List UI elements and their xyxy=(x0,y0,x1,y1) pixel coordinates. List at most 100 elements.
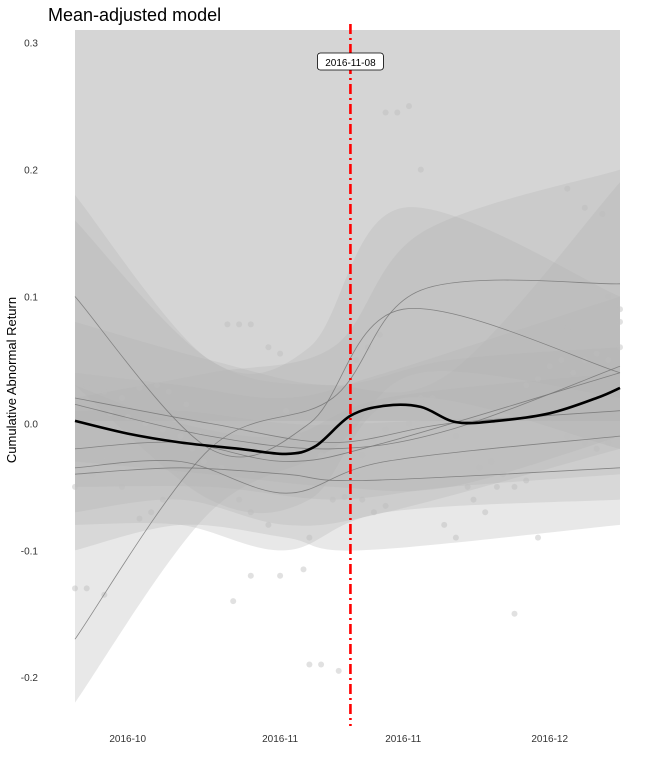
data-point-15 xyxy=(83,382,90,389)
data-point-13 xyxy=(200,458,207,465)
data-point-8 xyxy=(136,515,143,522)
data-point-104 xyxy=(335,667,342,674)
y-tick-label: -0.1 xyxy=(21,546,39,557)
data-point-17 xyxy=(118,395,125,401)
data-point-65 xyxy=(417,166,424,173)
data-point-68 xyxy=(464,483,471,490)
data-point-106 xyxy=(247,572,254,579)
data-point-29 xyxy=(224,321,231,328)
data-point-1 xyxy=(72,585,78,592)
series-line-4 xyxy=(74,296,621,458)
data-point-80 xyxy=(535,376,541,382)
data-point-18 xyxy=(136,384,143,391)
data-point-42 xyxy=(341,494,348,500)
data-point-25 xyxy=(159,426,166,433)
data-point-48 xyxy=(341,445,348,452)
data-point-32 xyxy=(265,344,272,351)
data-point-67 xyxy=(452,534,459,541)
data-point-43 xyxy=(283,407,289,414)
data-point-77 xyxy=(511,610,518,617)
data-point-103 xyxy=(318,661,325,668)
data-point-12 xyxy=(189,445,196,452)
data-point-102 xyxy=(306,661,313,668)
x-tick-label: 2016-12 xyxy=(531,734,568,745)
series-line-3 xyxy=(74,435,621,494)
data-point-63 xyxy=(394,109,401,116)
data-point-93 xyxy=(564,185,571,192)
data-points xyxy=(72,103,623,674)
data-point-38 xyxy=(300,566,307,573)
data-point-30 xyxy=(236,321,243,328)
y-tick-label: 0.1 xyxy=(24,293,38,304)
data-point-31 xyxy=(247,321,254,328)
data-point-85 xyxy=(593,350,600,357)
data-point-9 xyxy=(148,509,155,516)
data-point-79 xyxy=(523,382,530,389)
data-point-61 xyxy=(376,331,383,338)
data-point-70 xyxy=(488,458,495,465)
data-point-75 xyxy=(482,509,489,516)
mean-line xyxy=(74,386,621,456)
data-point-58 xyxy=(382,502,389,509)
x-tick-label: 2016-11 xyxy=(262,734,298,745)
data-point-52 xyxy=(382,426,389,433)
data-point-4 xyxy=(72,483,78,490)
data-point-36 xyxy=(265,521,272,528)
data-point-40 xyxy=(318,477,325,484)
data-point-98 xyxy=(564,433,571,440)
data-point-94 xyxy=(581,204,588,211)
data-point-107 xyxy=(429,395,436,401)
data-point-81 xyxy=(546,363,553,370)
data-point-16 xyxy=(101,388,108,395)
data-point-33 xyxy=(277,350,284,357)
confidence-band-upper-region xyxy=(75,30,620,421)
data-point-10 xyxy=(159,496,166,503)
data-point-21 xyxy=(183,401,190,408)
data-point-78 xyxy=(535,534,541,541)
data-point-11 xyxy=(177,471,184,478)
mean-series xyxy=(74,386,621,456)
data-point-101 xyxy=(605,439,612,446)
y-axis-ticks: 0.3 0.2 0.1 0.0 -0.1 -0.2 xyxy=(21,39,39,685)
data-point-51 xyxy=(370,435,377,442)
y-axis-title: Cumulative Abnormal Return xyxy=(4,297,19,463)
data-point-35 xyxy=(247,509,254,516)
data-point-69 xyxy=(476,464,483,471)
data-point-44 xyxy=(294,433,301,440)
data-point-91 xyxy=(605,293,612,300)
data-point-41 xyxy=(329,496,336,503)
data-point-97 xyxy=(546,420,553,427)
data-point-49 xyxy=(353,471,360,478)
data-point-5 xyxy=(89,471,96,478)
data-point-46 xyxy=(318,452,325,459)
data-point-100 xyxy=(593,445,600,452)
data-point-20 xyxy=(165,388,172,395)
data-point-62 xyxy=(382,109,389,116)
x-axis-ticks: 2016-10 2016-11 2016-11 2016-12 xyxy=(109,734,568,745)
event-label-box xyxy=(317,52,384,71)
data-point-108 xyxy=(441,407,448,414)
data-point-92 xyxy=(617,318,623,325)
y-tick-label: 0.3 xyxy=(24,39,38,50)
data-point-88 xyxy=(546,331,553,338)
data-point-83 xyxy=(570,369,577,376)
data-point-34 xyxy=(236,496,243,503)
x-tick-label: 2016-11 xyxy=(385,734,421,745)
data-point-19 xyxy=(154,382,160,389)
data-point-105 xyxy=(230,598,237,605)
data-point-57 xyxy=(370,509,377,516)
series-lines xyxy=(74,279,621,640)
data-point-59 xyxy=(353,357,360,363)
data-point-56 xyxy=(359,496,366,503)
y-tick-label: -0.2 xyxy=(21,673,39,684)
x-tick-label: 2016-10 xyxy=(109,734,146,745)
data-point-53 xyxy=(394,414,401,421)
data-point-2 xyxy=(83,585,90,592)
data-point-90 xyxy=(581,312,588,319)
data-point-86 xyxy=(605,357,612,363)
data-point-96 xyxy=(617,306,623,313)
y-tick-label: 0.2 xyxy=(24,166,38,177)
data-point-95 xyxy=(599,211,606,217)
data-point-6 xyxy=(101,458,108,465)
